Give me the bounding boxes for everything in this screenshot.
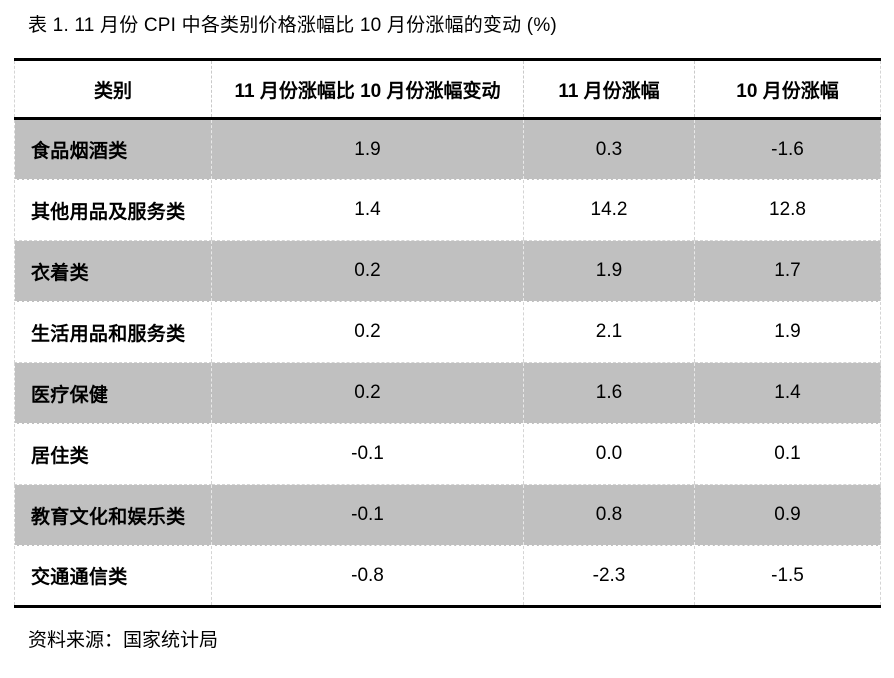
cell-oct: 1.7 [694,240,881,302]
cpi-change-table: 类别 11 月份涨幅比 10 月份涨幅变动 11 月份涨幅 10 月份涨幅 食品… [14,58,881,608]
table-row: 生活用品和服务类 0.2 2.1 1.9 [14,301,881,363]
cell-nov: -2.3 [523,545,695,608]
cell-change: 1.4 [211,179,524,241]
cell-oct: 0.1 [694,423,881,485]
table-row: 其他用品及服务类 1.4 14.2 12.8 [14,179,881,241]
cell-category: 居住类 [14,423,212,485]
cell-oct: 0.9 [694,484,881,546]
cell-nov: 1.9 [523,240,695,302]
source-note: 资料来源：国家统计局 [28,630,219,651]
header-row: 类别 11 月份涨幅比 10 月份涨幅变动 11 月份涨幅 10 月份涨幅 [14,58,881,120]
table-row: 衣着类 0.2 1.9 1.7 [14,240,881,302]
cell-change: -0.1 [211,484,524,546]
table-row: 交通通信类 -0.8 -2.3 -1.5 [14,545,881,608]
cell-oct: 1.4 [694,362,881,424]
cell-nov: 0.0 [523,423,695,485]
cell-category: 教育文化和娱乐类 [14,484,212,546]
cell-nov: 14.2 [523,179,695,241]
cell-oct: -1.6 [694,118,881,180]
cell-category: 衣着类 [14,240,212,302]
cell-change: -0.1 [211,423,524,485]
cell-change: 1.9 [211,118,524,180]
cell-oct: 12.8 [694,179,881,241]
cell-oct: 1.9 [694,301,881,363]
table-title: 表 1. 11 月份 CPI 中各类别价格涨幅比 10 月份涨幅的变动 (%) [28,15,557,36]
cell-change: 0.2 [211,362,524,424]
cell-category: 医疗保健 [14,362,212,424]
cell-change: -0.8 [211,545,524,608]
cell-category: 其他用品及服务类 [14,179,212,241]
col-header-oct: 10 月份涨幅 [694,58,881,120]
cell-nov: 2.1 [523,301,695,363]
cell-nov: 1.6 [523,362,695,424]
cell-change: 0.2 [211,301,524,363]
table-row: 医疗保健 0.2 1.6 1.4 [14,362,881,424]
cell-category: 生活用品和服务类 [14,301,212,363]
col-header-nov: 11 月份涨幅 [523,58,695,120]
table-row: 居住类 -0.1 0.0 0.1 [14,423,881,485]
col-header-change: 11 月份涨幅比 10 月份涨幅变动 [211,58,524,120]
cell-nov: 0.3 [523,118,695,180]
table-row: 教育文化和娱乐类 -0.1 0.8 0.9 [14,484,881,546]
cell-nov: 0.8 [523,484,695,546]
cell-category: 交通通信类 [14,545,212,608]
col-header-category: 类别 [14,58,212,120]
cell-change: 0.2 [211,240,524,302]
cell-category: 食品烟酒类 [14,118,212,180]
cell-oct: -1.5 [694,545,881,608]
table-row: 食品烟酒类 1.9 0.3 -1.6 [14,118,881,180]
